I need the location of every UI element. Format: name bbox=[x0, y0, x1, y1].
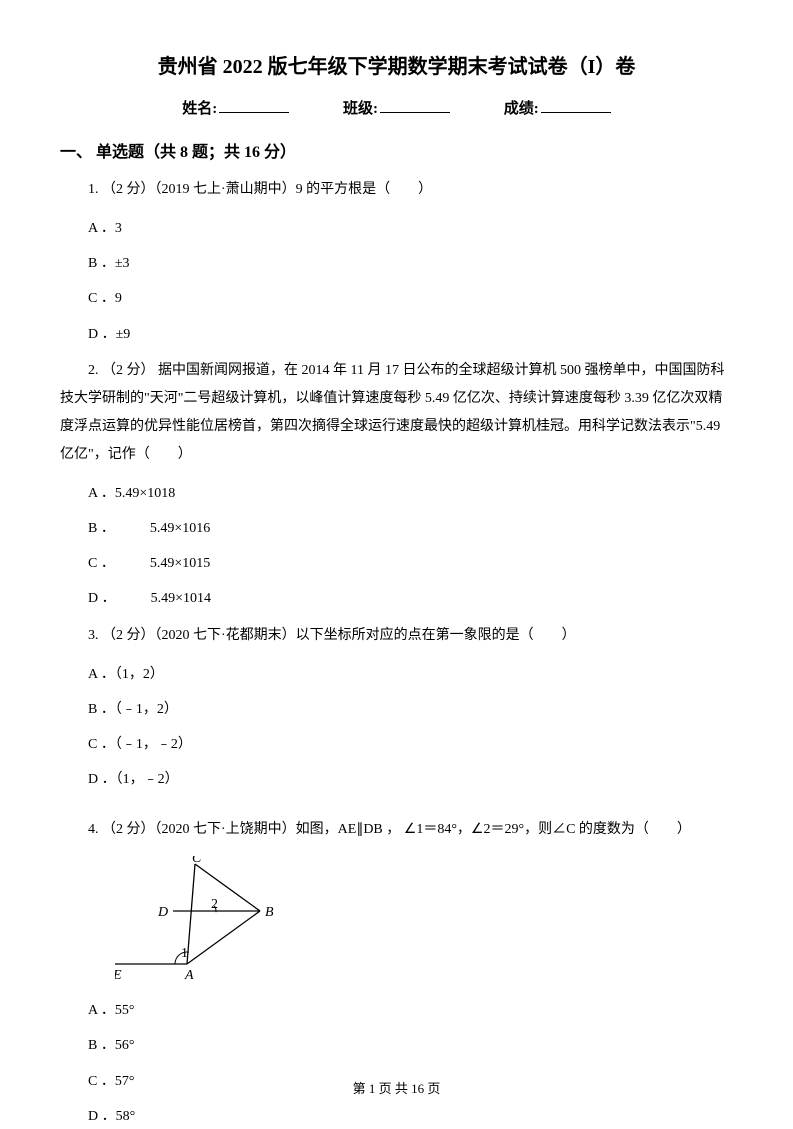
q3-option-d: D ．（1，﹣2） bbox=[60, 767, 733, 792]
svg-text:A: A bbox=[184, 968, 194, 981]
q4-option-b: B ．56° bbox=[60, 1033, 733, 1058]
q4-option-a: A ．55° bbox=[60, 998, 733, 1023]
q1-option-a: A ．3 bbox=[60, 216, 733, 241]
triangle-diagram: C D B E A 1 2 bbox=[115, 856, 290, 981]
q1-option-b: B ．±3 bbox=[60, 251, 733, 276]
svg-text:2: 2 bbox=[211, 897, 218, 912]
class-blank bbox=[380, 112, 450, 113]
class-label: 班级: bbox=[343, 101, 378, 117]
exam-title: 贵州省 2022 版七年级下学期数学期末考试试卷（I）卷 bbox=[60, 50, 733, 79]
q3-option-b: B ．（﹣1，2） bbox=[60, 697, 733, 722]
score-label: 成绩: bbox=[504, 101, 539, 117]
question-3-text: 3. （2 分）（2020 七下·花都期末）以下坐标所对应的点在第一象限的是（ … bbox=[60, 622, 733, 650]
question-4-text: 4. （2 分）（2020 七下·上饶期中）如图，AE∥DB ， ∠1＝84°，… bbox=[60, 816, 733, 844]
q2-option-a: A ．5.49×1018 bbox=[60, 481, 733, 506]
svg-text:D: D bbox=[157, 905, 168, 920]
name-blank bbox=[219, 112, 289, 113]
q2-option-b: B ． 5.49×1016 bbox=[60, 516, 733, 541]
q2-option-d: D ． 5.49×1014 bbox=[60, 586, 733, 611]
student-info-line: 姓名: 班级: 成绩: bbox=[60, 97, 733, 118]
q3-option-c: C ．（﹣1，﹣2） bbox=[60, 732, 733, 757]
name-label: 姓名: bbox=[182, 101, 217, 117]
svg-text:E: E bbox=[115, 968, 122, 981]
question-2-text: 2. （2 分） 据中国新闻网报道，在 2014 年 11 月 17 日公布的全… bbox=[60, 357, 733, 469]
q1-option-d: D ．±9 bbox=[60, 322, 733, 347]
q4-option-d: D ．58° bbox=[60, 1104, 733, 1129]
page-footer: 第 1 页 共 16 页 bbox=[0, 1078, 793, 1097]
score-blank bbox=[541, 112, 611, 113]
section-title: 一、 单选题（共 8 题；共 16 分） bbox=[60, 138, 733, 162]
svg-text:C: C bbox=[192, 856, 202, 866]
q1-option-c: C ．9 bbox=[60, 286, 733, 311]
svg-text:B: B bbox=[265, 905, 274, 920]
geometry-figure: C D B E A 1 2 bbox=[115, 856, 733, 986]
q3-option-a: A ．（1，2） bbox=[60, 662, 733, 687]
q2-option-c: C ． 5.49×1015 bbox=[60, 551, 733, 576]
question-1-text: 1. （2 分）（2019 七上·萧山期中）9 的平方根是（ ） bbox=[60, 176, 733, 204]
svg-text:1: 1 bbox=[181, 946, 188, 961]
